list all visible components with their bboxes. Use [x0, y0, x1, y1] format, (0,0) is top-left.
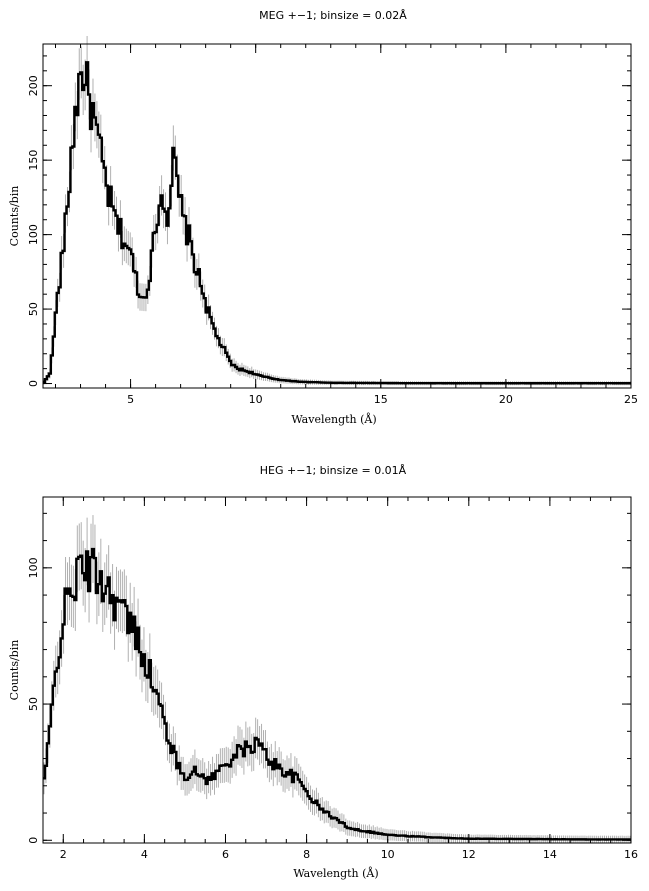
meg-plot-frame [42, 43, 632, 389]
meg-x-ticks: 5 10 15 20 25 [55, 44, 638, 406]
heg-x-tick-label: 8 [303, 848, 310, 861]
heg-x-tick-label: 4 [141, 848, 148, 861]
heg-x-tick-label: 16 [624, 848, 638, 861]
meg-y-ticks: 0 50 100 150 200 [27, 55, 631, 387]
heg-y-axis-label: Counts/bin [8, 640, 21, 701]
meg-plot-area [43, 35, 631, 386]
meg-y-tick-label: 150 [27, 150, 40, 171]
meg-y-tick-label: 50 [27, 302, 40, 316]
heg-x-ticks: 2 4 6 8 10 12 14 16 [42, 497, 638, 861]
meg-x-tick-label: 5 [127, 393, 134, 406]
heg-x-axis-label: Wavelength (Å) [293, 866, 378, 880]
heg-x-tick-label: 12 [462, 848, 476, 861]
meg-x-tick-label: 10 [249, 393, 263, 406]
heg-x-tick-label: 6 [222, 848, 229, 861]
meg-y-tick-label: 0 [27, 380, 40, 387]
meg-y-tick-label: 100 [27, 224, 40, 245]
heg-y-ticks: 0 50 100 [27, 512, 631, 844]
heg-y-tick-label: 0 [27, 837, 40, 844]
heg-panel: HEG +−1; binsize = 0.01Å 2 4 6 8 10 12 14 16 0 5… [8, 464, 638, 880]
heg-plot-area [43, 515, 631, 843]
heg-plot-frame [42, 496, 632, 844]
heg-y-tick-label: 50 [27, 697, 40, 711]
heg-x-tick-label: 2 [60, 848, 67, 861]
heg-y-tick-label: 100 [27, 557, 40, 578]
meg-spectrum-line [43, 61, 631, 385]
heg-error-bars [43, 515, 631, 843]
meg-x-tick-label: 25 [624, 393, 638, 406]
meg-error-bars [43, 35, 631, 386]
heg-chart-title: HEG +−1; binsize = 0.01Å [260, 464, 407, 477]
meg-x-tick-label: 20 [499, 393, 513, 406]
meg-chart-title: MEG +−1; binsize = 0.02Å [259, 9, 407, 22]
meg-y-axis-label: Counts/bin [8, 186, 21, 247]
meg-panel: MEG +−1; binsize = 0.02Å 5 10 15 20 25 0 50 10… [8, 9, 638, 426]
meg-x-tick-label: 15 [374, 393, 388, 406]
meg-y-tick-label: 200 [27, 75, 40, 96]
heg-spectrum-line [43, 547, 631, 841]
meg-x-axis-label: Wavelength (Å) [291, 412, 376, 426]
heg-x-tick-label: 10 [381, 848, 395, 861]
heg-x-tick-label: 14 [543, 848, 557, 861]
